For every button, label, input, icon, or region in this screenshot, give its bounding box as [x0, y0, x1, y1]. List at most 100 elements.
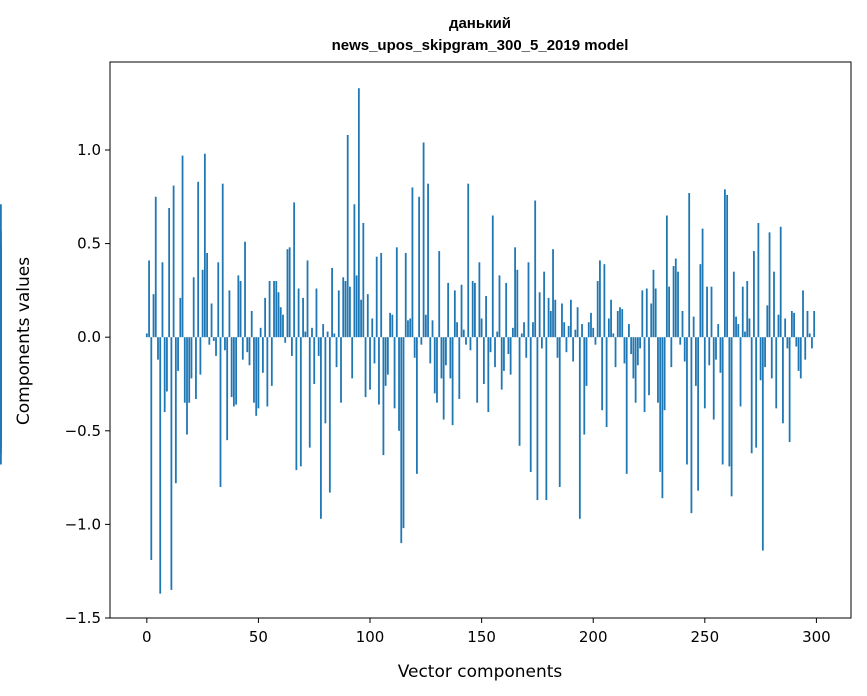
bar-4: [154, 196, 157, 338]
bar-69: [299, 337, 302, 467]
bar-287: [786, 337, 789, 349]
bar-136: [449, 337, 452, 379]
bar-296: [806, 310, 809, 338]
bar-196: [583, 337, 586, 435]
bar-288: [788, 337, 791, 443]
bar-8: [163, 337, 166, 413]
bar-140: [458, 337, 461, 399]
bar-116: [404, 252, 407, 338]
bar-274: [757, 223, 760, 338]
bar-98: [364, 337, 367, 398]
bar-93: [353, 204, 356, 338]
bar-143: [465, 337, 467, 345]
bar-272: [753, 251, 755, 338]
bar-47: [250, 310, 253, 338]
x-tick-label: 150: [467, 628, 496, 646]
bar-292: [797, 337, 800, 371]
bar-124: [422, 142, 425, 338]
bar-263: [732, 271, 735, 338]
bar-83: [331, 267, 333, 338]
bar-268: [744, 331, 746, 338]
bar-95: [357, 88, 360, 338]
bar-14: [177, 337, 179, 371]
chart-title-line-2: news_upos_skipgram_300_5_2019 model: [332, 37, 629, 54]
bar-297: [808, 333, 811, 338]
bar-259: [724, 189, 726, 338]
bar-118: [409, 318, 412, 338]
bar-286: [784, 318, 787, 338]
bar-211: [616, 310, 619, 338]
bar-139: [456, 322, 458, 338]
bar-163: [509, 337, 512, 375]
x-tick-label: 200: [579, 628, 608, 646]
bar-240: [681, 310, 684, 338]
bar-23: [197, 181, 200, 338]
bar-3: [152, 294, 155, 338]
bar-66: [293, 202, 296, 338]
bar-159: [500, 337, 503, 390]
bar-228: [654, 288, 657, 338]
bar-182: [552, 249, 554, 338]
bar-271: [750, 337, 753, 454]
bar-184: [556, 337, 559, 358]
bar-145: [469, 337, 472, 351]
bar-142: [462, 329, 465, 338]
bar-137: [451, 337, 454, 426]
bar-61: [282, 314, 284, 338]
bar-19: [188, 337, 191, 403]
bar-9: [166, 337, 168, 392]
bar-113: [398, 337, 400, 431]
bar-243: [688, 193, 691, 338]
bar-126: [427, 183, 429, 338]
bar-171: [527, 262, 530, 338]
bar-56: [270, 337, 273, 386]
x-axis: 0 50 100 150 200 250 300: [142, 618, 831, 646]
bar-241: [683, 337, 686, 362]
bar-249: [701, 228, 704, 338]
bar-251: [706, 286, 708, 338]
bar-236: [672, 266, 675, 338]
bar-290: [793, 312, 795, 338]
bar-133: [442, 337, 445, 420]
bar-73: [308, 337, 311, 448]
bar-72: [306, 260, 309, 338]
bar-67: [295, 337, 298, 471]
bar-86: [337, 290, 340, 338]
bar-160: [503, 337, 505, 371]
bar-181: [549, 310, 552, 338]
bar-199: [590, 312, 592, 338]
bar-48: [253, 337, 255, 403]
bar-156: [494, 337, 496, 368]
bar-54: [266, 337, 269, 407]
bar-244: [690, 337, 693, 514]
bar-270: [748, 318, 751, 338]
bar-52: [261, 337, 264, 373]
bar-279: [768, 232, 771, 338]
bar-49: [255, 337, 258, 416]
bar-undefined: [0, 314, 2, 338]
bar-undefined: [0, 337, 2, 444]
bar-107: [384, 337, 387, 386]
bar-207: [607, 318, 610, 338]
bar-13: [174, 337, 177, 484]
bar-177: [540, 337, 543, 349]
bar-78: [320, 337, 322, 519]
bar-213: [621, 309, 624, 338]
bar-262: [730, 337, 733, 497]
bar-30: [212, 337, 215, 341]
bar-226: [650, 303, 653, 338]
bar-114: [400, 337, 403, 544]
bar-7: [161, 262, 164, 338]
bar-217: [630, 337, 633, 355]
bar-101: [371, 318, 374, 338]
bar-265: [737, 324, 740, 338]
bar-215: [625, 337, 628, 474]
bar-173: [532, 322, 534, 338]
bar-276: [761, 337, 764, 551]
bar-225: [648, 337, 650, 396]
bar-147: [474, 282, 476, 338]
bar-229: [657, 337, 659, 403]
bar-108: [386, 337, 389, 375]
